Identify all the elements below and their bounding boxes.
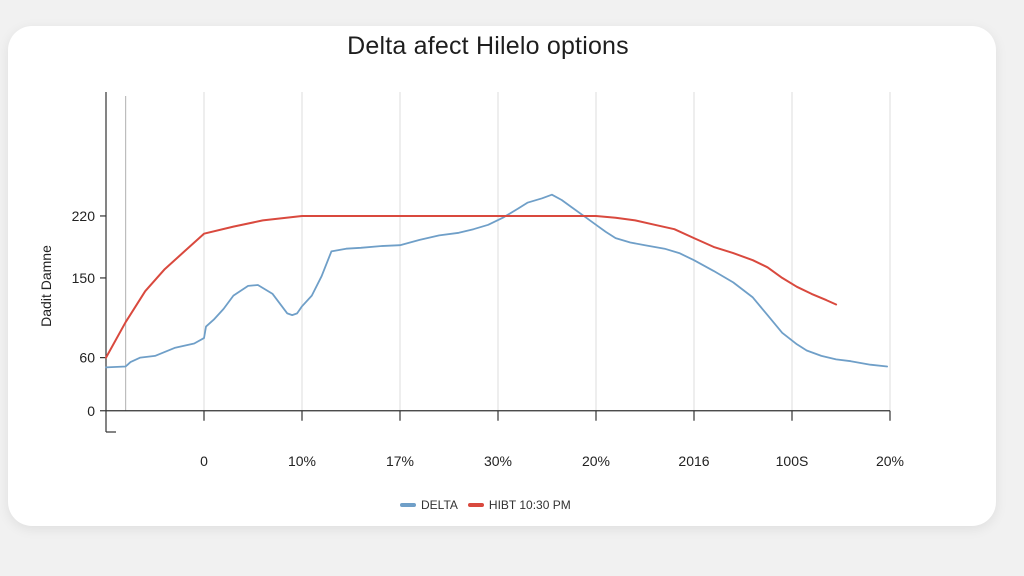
legend-label-delta: DELTA — [421, 498, 458, 512]
series-line-hibt — [105, 215, 838, 359]
x-tick-label: 17% — [386, 453, 414, 469]
x-tick-label: 100S — [776, 453, 809, 469]
chart-title: Delta afect Hilelo options — [347, 32, 629, 60]
chart-card — [8, 26, 996, 526]
legend-item-delta: DELTA — [400, 498, 458, 512]
x-tick-label: 2016 — [678, 453, 709, 469]
x-tick-label: 20% — [876, 453, 904, 469]
y-tick-label: 60 — [79, 350, 95, 366]
y-tick-label: 0 — [87, 403, 95, 419]
legend-label-hibt: HIBT 10:30 PM — [488, 498, 571, 512]
y-tick-label: 150 — [72, 270, 96, 286]
x-tick-label: 20% — [582, 453, 610, 469]
legend-item-hibt: HIBT 10:30 PM — [467, 498, 571, 512]
x-tick-label: 10% — [288, 453, 316, 469]
series-layer — [105, 193, 888, 369]
grid-layer — [124, 92, 891, 411]
legend-swatch-delta — [400, 503, 416, 507]
series-line-delta — [105, 193, 888, 369]
x-tick-label: 30% — [484, 453, 512, 469]
legend-swatch-hibt — [467, 503, 484, 507]
y-axis-label: Dadit Damne — [38, 245, 54, 327]
label-layer: 0 10% 17% 30% 20% 2016 100S 20% 0 60 150 220 — [72, 208, 904, 469]
y-tick-label: 220 — [72, 208, 96, 224]
x-tick-label: 0 — [200, 453, 208, 469]
legend: DELTA HIBT 10:30 PM — [400, 498, 581, 512]
axis-layer — [100, 92, 891, 433]
